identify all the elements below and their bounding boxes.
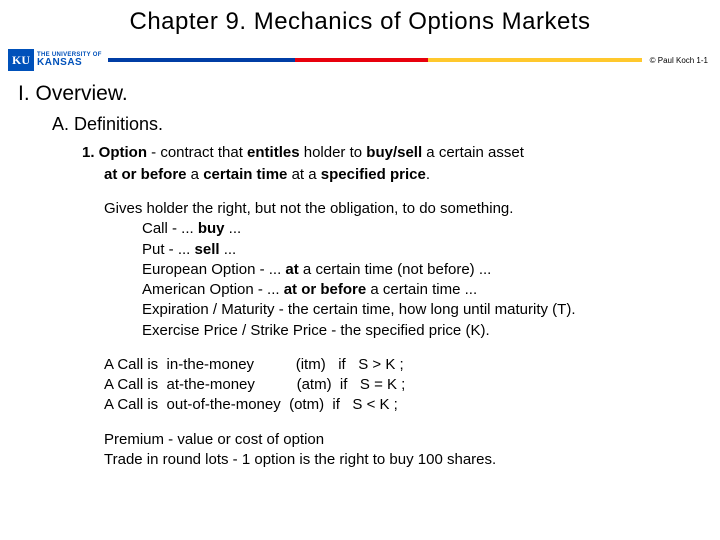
def-strike: Exercise Price / Strike Price - the spec… <box>142 321 702 341</box>
def-option-line1: 1. Option - contract that entitles holde… <box>82 143 702 163</box>
ku-logo-text: THE UNIVERSITY OF KANSAS <box>37 52 102 68</box>
ku-logo-mark: KU <box>8 49 34 71</box>
copyright: © Paul Koch 1-1 <box>642 56 708 65</box>
def-option-line2: at or before a certain time at a specifi… <box>104 165 702 185</box>
para-rights: Gives holder the right, but not the obli… <box>104 199 702 219</box>
header-divider: KU THE UNIVERSITY OF KANSAS © Paul Koch … <box>0 46 720 74</box>
def-put: Put - ... sell ... <box>142 240 702 260</box>
def-expiration: Expiration / Maturity - the certain time… <box>142 300 702 320</box>
def-american: American Option - ... at or before a cer… <box>142 280 702 300</box>
bar-red <box>295 58 428 62</box>
def-premium: Premium - value or cost of option <box>104 430 702 450</box>
def-european: European Option - ... at a certain time … <box>142 260 702 280</box>
heading-definitions: A. Definitions. <box>52 112 702 136</box>
slide: Chapter 9. Mechanics of Options Markets … <box>0 0 720 540</box>
content: I. Overview. A. Definitions. 1. Option -… <box>0 74 720 470</box>
def-option-term: 1. Option <box>82 144 147 161</box>
def-call: Call - ... buy ... <box>142 219 702 239</box>
color-bar <box>108 58 642 62</box>
bar-yellow <box>428 58 642 62</box>
moneyness-otm: A Call is out-of-the-money (otm) if S < … <box>104 395 702 415</box>
bar-blue <box>108 58 295 62</box>
ku-logo-line2: KANSAS <box>37 58 102 68</box>
heading-overview: I. Overview. <box>18 80 702 108</box>
chapter-title: Chapter 9. Mechanics of Options Markets <box>0 0 720 46</box>
ku-logo: KU THE UNIVERSITY OF KANSAS <box>8 49 102 71</box>
def-roundlot: Trade in round lots - 1 option is the ri… <box>104 450 702 470</box>
moneyness-atm: A Call is at-the-money (atm) if S = K ; <box>104 375 702 395</box>
moneyness-itm: A Call is in-the-money (itm) if S > K ; <box>104 355 702 375</box>
